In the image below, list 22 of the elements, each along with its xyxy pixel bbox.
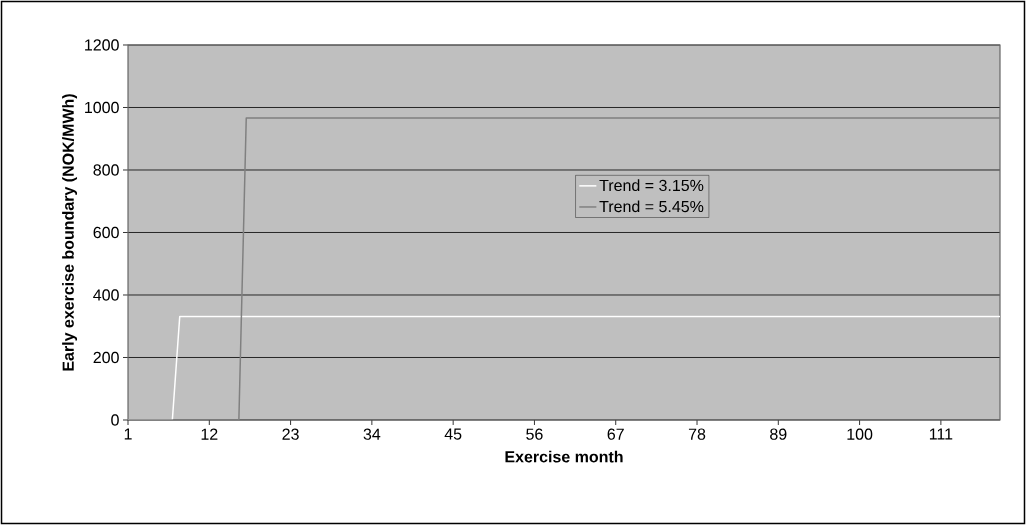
x-tick-label: 89 [770, 428, 787, 440]
x-tick-label: 100 [847, 428, 873, 440]
y-tick-label: 1000 [85, 101, 119, 114]
y-tick-label: 0 [111, 414, 119, 426]
x-tick-label: 78 [688, 428, 706, 440]
x-tick-label: 34 [363, 428, 381, 440]
legend-label: Trend = 3.15% [599, 179, 704, 192]
y-tick-label: 800 [93, 164, 119, 176]
x-tick-label: 111 [929, 428, 953, 440]
x-tick-label: 1 [124, 428, 132, 440]
y-tick-label: 400 [93, 289, 119, 301]
x-tick-label: 23 [282, 428, 299, 440]
x-tick-label: 67 [607, 428, 624, 440]
legend-label: Trend = 5.45% [599, 200, 704, 213]
x-tick-label: 45 [444, 428, 462, 440]
x-tick-label: 56 [526, 428, 543, 440]
y-tick-label: 200 [93, 351, 119, 364]
y-axis-title: Early exercise boundary (NOK/MWh) [62, 94, 78, 371]
y-tick-label: 600 [93, 226, 119, 239]
x-axis-title: Exercise month [505, 450, 623, 463]
x-tick-label: 12 [201, 428, 218, 440]
y-tick-label: 1200 [85, 39, 119, 51]
